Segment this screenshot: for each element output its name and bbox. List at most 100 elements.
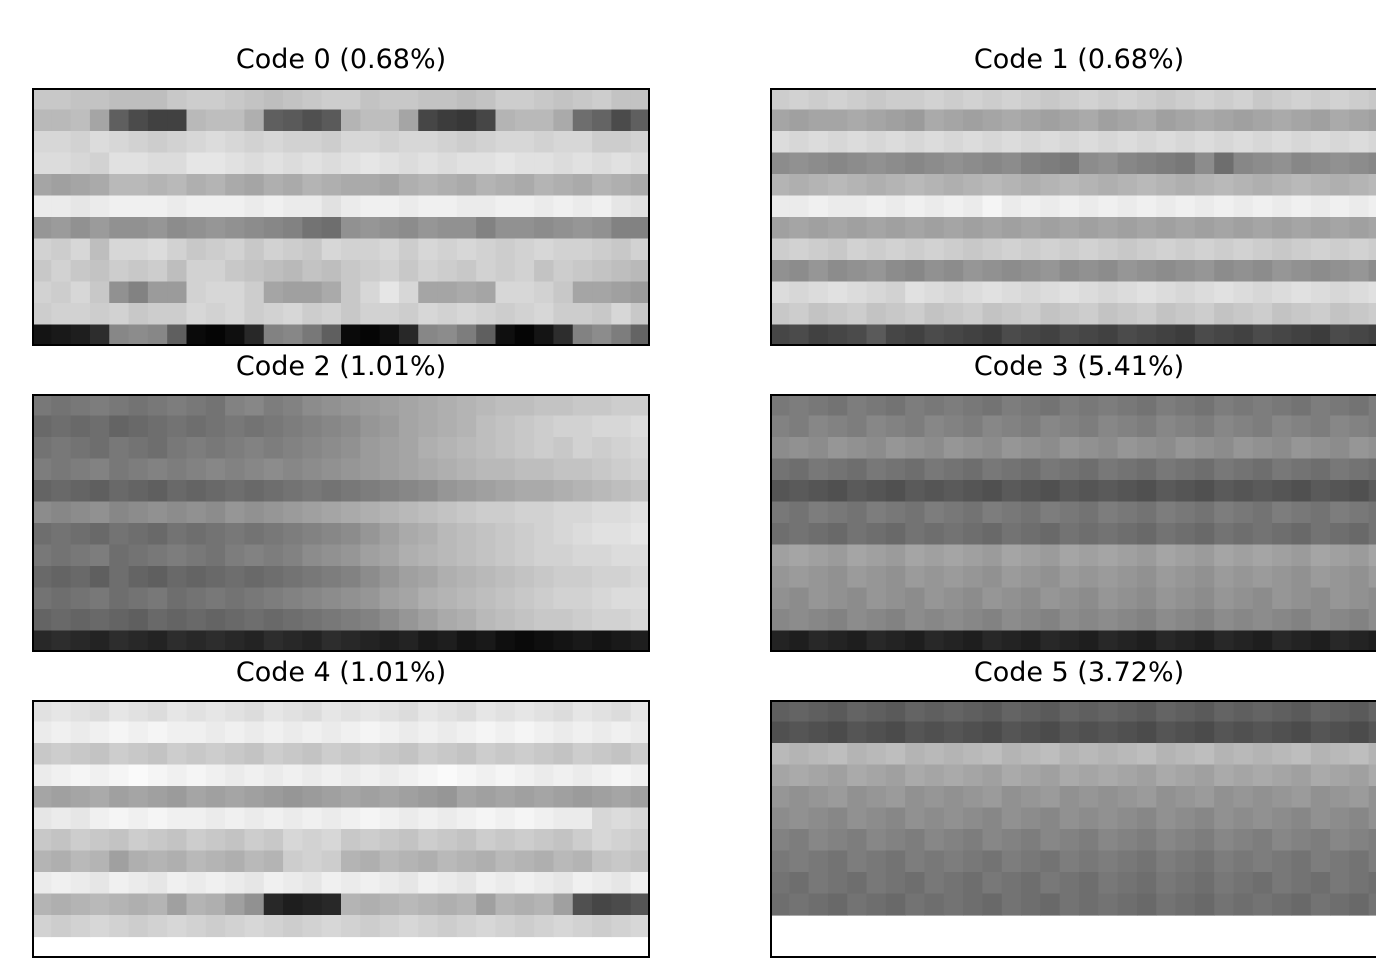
heatmap-cell: [379, 807, 400, 830]
heatmap-cell: [186, 893, 207, 916]
heatmap-cell: [1194, 829, 1215, 852]
heatmap-cell: [1079, 480, 1099, 503]
heatmap-cell: [1001, 721, 1022, 744]
heatmap-cell: [456, 324, 477, 346]
heatmap-cell: [924, 544, 945, 567]
heatmap-cell: [1291, 630, 1312, 652]
heatmap-cell: [514, 523, 535, 546]
heatmap-cell: [1330, 394, 1350, 417]
heatmap-cell: [885, 700, 906, 723]
heatmap-cell: [109, 195, 130, 218]
heatmap-cell: [572, 764, 593, 787]
heatmap-cell: [360, 786, 381, 809]
heatmap-cell: [1349, 458, 1370, 481]
heatmap-cell: [866, 480, 887, 503]
heatmap-cell: [553, 152, 574, 175]
heatmap-cell: [341, 458, 361, 481]
heatmap-cell: [437, 544, 458, 567]
heatmap-cell: [808, 829, 829, 852]
heatmap-cell: [456, 829, 477, 852]
heatmap-cell: [1040, 566, 1061, 589]
heatmap-cell: [808, 415, 829, 438]
heatmap-cell: [244, 764, 265, 787]
heatmap-cell: [1117, 587, 1138, 610]
heatmap-cell: [943, 764, 964, 787]
heatmap-cell: [1194, 195, 1215, 218]
heatmap-cell: [1194, 743, 1215, 766]
heatmap-cell: [866, 303, 887, 326]
heatmap-cell: [456, 786, 477, 809]
heatmap-cell: [167, 700, 188, 723]
heatmap-cell: [1040, 743, 1061, 766]
heatmap-cell: [553, 281, 574, 304]
heatmap-cell: [1272, 700, 1293, 723]
heatmap-cell: [360, 88, 381, 111]
heatmap-cell: [476, 394, 497, 417]
heatmap-cell: [982, 764, 1003, 787]
heatmap-cell: [611, 501, 632, 524]
heatmap-cell: [476, 195, 497, 218]
heatmap-cell: [1059, 587, 1080, 610]
heatmap-cell: [341, 872, 361, 895]
heatmap-cell: [1136, 415, 1157, 438]
heatmap-cell: [630, 743, 650, 766]
heatmap-cell: [128, 303, 149, 326]
heatmap-cell: [360, 281, 381, 304]
heatmap-cell: [1117, 630, 1138, 652]
heatmap-cell: [128, 437, 149, 460]
heatmap-cell: [1330, 764, 1350, 787]
heatmap-cell: [592, 566, 612, 589]
heatmap-cell: [866, 807, 887, 830]
heatmap-cell: [534, 764, 555, 787]
heatmap-cell: [553, 394, 574, 417]
heatmap-cell: [1079, 217, 1099, 240]
heatmap-cell: [418, 807, 439, 830]
heatmap-cell: [1349, 850, 1370, 873]
heatmap-cell: [1233, 786, 1254, 809]
heatmap-cell: [1098, 829, 1119, 852]
heatmap-cell: [572, 480, 593, 503]
heatmap-cell: [943, 131, 964, 154]
heatmap-cell: [1117, 217, 1138, 240]
heatmap-cell: [398, 131, 419, 154]
heatmap-cell: [1233, 721, 1254, 744]
heatmap-cell: [847, 217, 868, 240]
heatmap-cell: [611, 700, 632, 723]
heatmap-cell: [495, 829, 516, 852]
heatmap-cell: [1349, 324, 1370, 346]
heatmap-cell: [263, 174, 284, 197]
heatmap-cell: [360, 721, 381, 744]
heatmap-cell: [167, 872, 188, 895]
heatmap-cell: [1252, 217, 1273, 240]
heatmap-cell: [321, 721, 342, 744]
heatmap-cell: [1330, 566, 1350, 589]
heatmap-cell: [611, 324, 632, 346]
heatmap-cell: [1233, 501, 1254, 524]
heatmap-cell: [456, 152, 477, 175]
heatmap-cell: [1040, 872, 1061, 895]
heatmap-cell: [770, 260, 790, 283]
heatmap-cell: [1214, 324, 1235, 346]
heatmap-cell: [1233, 630, 1254, 652]
heatmap-cell: [963, 415, 984, 438]
heatmap-cell: [225, 721, 246, 744]
heatmap-cell: [1001, 587, 1022, 610]
heatmap-cell: [553, 721, 574, 744]
heatmap-cell: [1021, 544, 1041, 567]
heatmap-cell: [89, 872, 110, 895]
heatmap-cell: [476, 700, 497, 723]
heatmap-cell: [263, 415, 284, 438]
heatmap-cell: [1272, 174, 1293, 197]
heatmap-cell: [1368, 566, 1376, 589]
heatmap-cell: [321, 260, 342, 283]
heatmap-cell: [1368, 850, 1376, 873]
heatmap-cell: [167, 609, 188, 632]
heatmap-cell: [1021, 609, 1041, 632]
heatmap-cell: [418, 587, 439, 610]
heatmap-cell: [147, 523, 168, 546]
heatmap-cell: [205, 109, 226, 132]
heatmap-cell: [109, 893, 130, 916]
heatmap-cell: [147, 743, 168, 766]
heatmap-cell: [437, 260, 458, 283]
heatmap-cell: [905, 764, 926, 787]
